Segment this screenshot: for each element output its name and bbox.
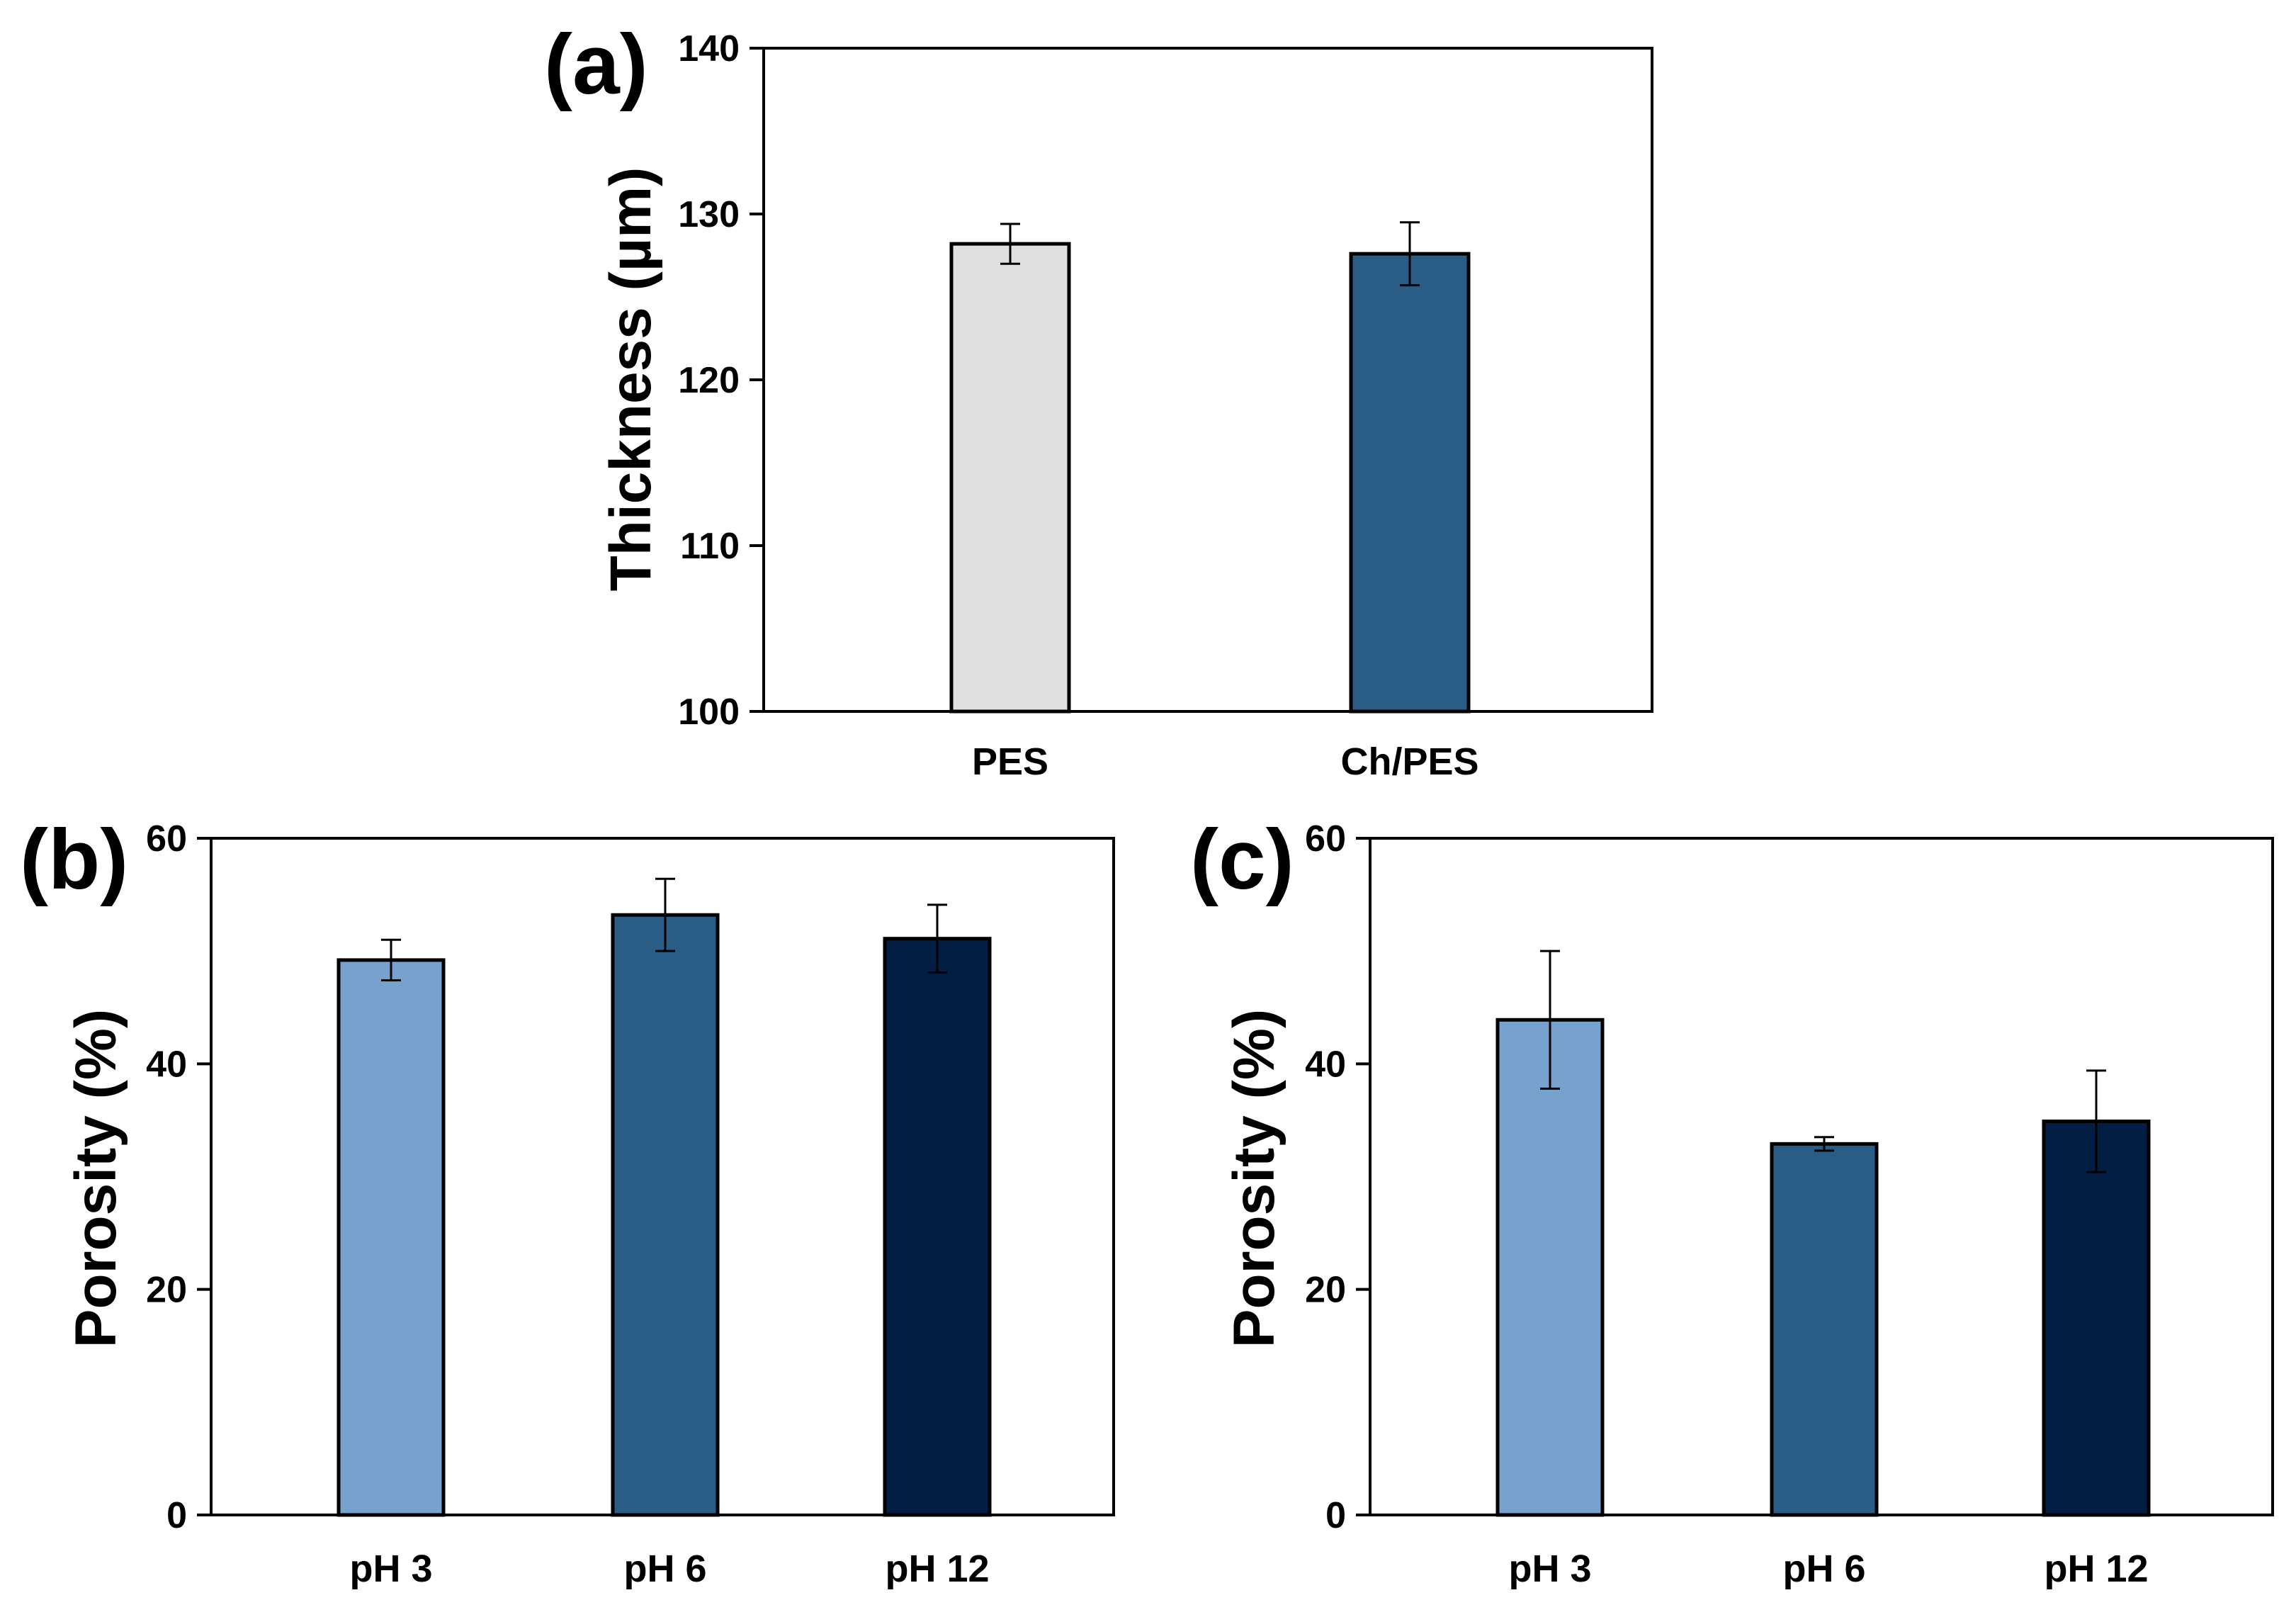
plot-frame-b (210, 837, 1115, 1516)
y-tick-label-a-4: 140 (678, 28, 740, 69)
x-category-label-b-1: pH 3 (349, 1548, 432, 1590)
panel-a-y-axis-title: Thickness (µm) (599, 167, 663, 592)
panel-b-label: (b) (20, 812, 128, 907)
x-category-label-c-1: pH 3 (1508, 1548, 1591, 1590)
error-bar-b-3 (927, 903, 947, 974)
y-tick-label-b-1: 20 (146, 1270, 187, 1311)
y-tick-label-a-1: 110 (680, 526, 740, 567)
bar-b-2 (611, 913, 720, 1517)
error-bar-b-2 (655, 877, 675, 952)
x-category-label-c-2: pH 6 (1782, 1548, 1865, 1590)
panel-b-y-axis-title: Porosity (%) (64, 1009, 128, 1348)
x-category-label-b-3: pH 12 (885, 1548, 989, 1590)
x-category-label-c-3: pH 12 (2044, 1548, 2148, 1590)
y-tick-label-a-0: 100 (678, 692, 740, 733)
panel-a-label: (a) (544, 17, 648, 112)
bar-c-1 (1495, 1018, 1605, 1517)
error-bar-c-2 (1814, 1136, 1834, 1152)
y-tick-label-c-2: 40 (1305, 1044, 1346, 1085)
y-tick-label-a-3: 130 (678, 194, 740, 235)
y-tick-label-b-2: 40 (146, 1044, 187, 1085)
error-bar-a-1 (1000, 222, 1020, 265)
bar-b-1 (337, 958, 446, 1517)
bar-a-1 (949, 242, 1071, 714)
y-tick-label-b-0: 0 (166, 1495, 187, 1536)
plot-frame-a (762, 47, 1653, 713)
x-category-label-a-1: PES (972, 740, 1048, 783)
plot-frame-c (1369, 837, 2274, 1516)
panel-b-porosity-chart: (b) Porosity (%) 0 20 40 60 pH 3 pH 6 pH 12 (20, 812, 1115, 1590)
error-bar-b-1 (381, 938, 401, 982)
bar-c-3 (2042, 1120, 2151, 1517)
panel-c-label: (c) (1190, 812, 1294, 907)
y-tick-label-b-3: 60 (146, 818, 187, 860)
x-category-label-a-2: Ch/PES (1340, 740, 1478, 783)
bar-b-3 (883, 937, 992, 1517)
error-bar-c-1 (1540, 950, 1560, 1090)
x-category-label-b-2: pH 6 (623, 1548, 706, 1590)
panel-c-y-axis-title: Porosity (%) (1222, 1009, 1286, 1348)
y-tick-label-c-1: 20 (1305, 1270, 1346, 1311)
y-tick-label-c-0: 0 (1325, 1495, 1346, 1536)
bar-c-2 (1770, 1142, 1879, 1517)
error-bar-c-3 (2086, 1069, 2106, 1173)
y-tick-label-a-2: 120 (678, 360, 740, 401)
y-tick-label-c-3: 60 (1305, 818, 1346, 860)
panel-a-thickness-chart: (a) Thickness (µm) 100 110 120 130 140 PES Ch/… (544, 17, 1653, 783)
panel-c-porosity-chart: (c) Porosity (%) 0 20 40 60 pH 3 pH 6 pH 12 (1190, 812, 2274, 1590)
error-bar-a-2 (1400, 221, 1420, 287)
bar-a-2 (1349, 252, 1471, 714)
